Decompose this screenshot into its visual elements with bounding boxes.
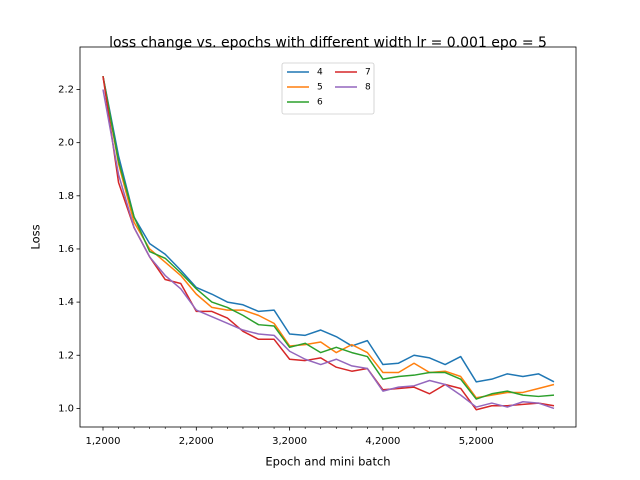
y-tick-label: 1.2	[58, 350, 74, 361]
y-tick-label: 1.0	[58, 403, 74, 414]
axes-frame	[79, 46, 577, 428]
legend-label: 7	[365, 68, 371, 78]
y-tick-label: 1.6	[58, 244, 74, 255]
x-axis-label: Epoch and mini batch	[265, 455, 390, 469]
x-tick-label: 4,2000	[365, 436, 400, 447]
y-tick-label: 1.4	[58, 297, 74, 308]
legend-label: 4	[317, 68, 323, 78]
x-tick-label: 1,2000	[86, 436, 121, 447]
y-tick-label: 2.2	[58, 85, 74, 96]
chart-title: loss change vs. epochs with different wi…	[109, 35, 547, 51]
y-tick-label: 2.0	[58, 138, 74, 149]
series-line	[102, 89, 555, 410]
y-axis-label: Loss	[29, 224, 43, 249]
series-line	[102, 76, 555, 399]
legend-label: 5	[317, 83, 323, 93]
legend-label: 6	[317, 98, 323, 108]
x-tick-label: 2,2000	[179, 436, 214, 447]
x-tick-label: 3,2000	[272, 436, 307, 447]
series-line	[102, 76, 555, 400]
series-line	[102, 76, 555, 383]
x-tick-label: 5,2000	[459, 436, 494, 447]
y-tick-label: 1.8	[58, 191, 74, 202]
legend-label: 8	[365, 83, 371, 93]
legend-box	[281, 62, 375, 115]
